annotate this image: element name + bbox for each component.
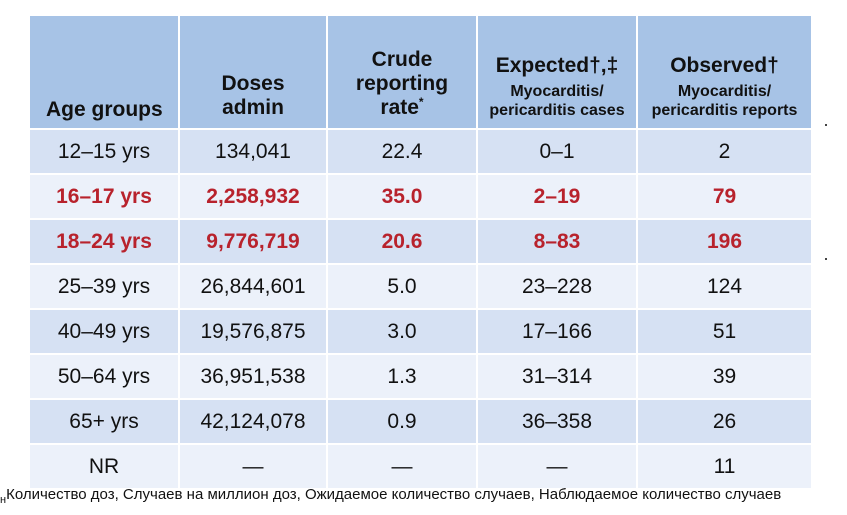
cell-expected-cases: — <box>476 443 638 490</box>
cell-observed-reports: 39 <box>636 353 813 400</box>
asterisk-superscript: * <box>418 95 424 109</box>
cell-expected-cases: 0–1 <box>476 128 638 175</box>
cell-crude-rate: 1.3 <box>326 353 478 400</box>
cell-expected-cases: 8–83 <box>476 218 638 265</box>
cell-age-group: 16–17 yrs <box>28 173 180 220</box>
table-row: 16–17 yrs 2,258,932 35.0 2–19 79 <box>28 173 813 220</box>
cell-expected-cases: 36–358 <box>476 398 638 445</box>
cell-crude-rate: 0.9 <box>326 398 478 445</box>
cell-expected-cases: 31–314 <box>476 353 638 400</box>
cell-age-group: 50–64 yrs <box>28 353 180 400</box>
header-expected-cases: Expected†,‡ Myocarditis/ pericarditis ca… <box>476 14 638 130</box>
cell-observed-reports: 2 <box>636 128 813 175</box>
table-row: 18–24 yrs 9,776,719 20.6 8–83 196 <box>28 218 813 265</box>
cell-crude-rate: 20.6 <box>326 218 478 265</box>
cell-age-group: 40–49 yrs <box>28 308 180 355</box>
cell-observed-reports: 79 <box>636 173 813 220</box>
cell-crude-rate: 22.4 <box>326 128 478 175</box>
cell-doses-admin: 42,124,078 <box>178 398 328 445</box>
table-row: 25–39 yrs 26,844,601 5.0 23–228 124 <box>28 263 813 310</box>
header-age-groups: Age groups <box>28 14 180 130</box>
cell-crude-rate: 35.0 <box>326 173 478 220</box>
myocarditis-table: Age groups Doses admin Crude reporting r… <box>28 14 813 490</box>
cell-expected-cases: 2–19 <box>476 173 638 220</box>
cell-age-group: 18–24 yrs <box>28 218 180 265</box>
cell-observed-reports: 51 <box>636 308 813 355</box>
cell-age-group: 65+ yrs <box>28 398 180 445</box>
table-row: 65+ yrs 42,124,078 0.9 36–358 26 <box>28 398 813 445</box>
header-crude-reporting-rate: Crude reporting rate* <box>326 14 478 130</box>
table-header-row: Age groups Doses admin Crude reporting r… <box>28 14 813 130</box>
cell-doses-admin: 26,844,601 <box>178 263 328 310</box>
cell-age-group: 25–39 yrs <box>28 263 180 310</box>
cell-doses-admin: — <box>178 443 328 490</box>
cell-observed-reports: 196 <box>636 218 813 265</box>
header-doses-admin: Doses admin <box>178 14 328 130</box>
edge-tick-mark <box>825 258 827 260</box>
edge-tick-mark <box>825 124 827 126</box>
cell-doses-admin: 19,576,875 <box>178 308 328 355</box>
cell-crude-rate: — <box>326 443 478 490</box>
cell-doses-admin: 36,951,538 <box>178 353 328 400</box>
cell-doses-admin: 2,258,932 <box>178 173 328 220</box>
cell-age-group: 12–15 yrs <box>28 128 180 175</box>
cell-crude-rate: 5.0 <box>326 263 478 310</box>
myocarditis-table-container: Age groups Doses admin Crude reporting r… <box>28 14 813 490</box>
cell-crude-rate: 3.0 <box>326 308 478 355</box>
cell-doses-admin: 9,776,719 <box>178 218 328 265</box>
cell-doses-admin: 134,041 <box>178 128 328 175</box>
cell-expected-cases: 17–166 <box>476 308 638 355</box>
table-row: 40–49 yrs 19,576,875 3.0 17–166 51 <box>28 308 813 355</box>
cell-observed-reports: 26 <box>636 398 813 445</box>
table-row: 50–64 yrs 36,951,538 1.3 31–314 39 <box>28 353 813 400</box>
cell-expected-cases: 23–228 <box>476 263 638 310</box>
cell-observed-reports: 11 <box>636 443 813 490</box>
table-row: 12–15 yrs 134,041 22.4 0–1 2 <box>28 128 813 175</box>
table-row: NR — — —11 <box>28 443 813 490</box>
cell-age-group: NR <box>28 443 180 490</box>
cell-observed-reports: 124 <box>636 263 813 310</box>
footer-caption: нКоличество доз, Случаев на миллион доз,… <box>0 486 782 506</box>
header-observed-reports: Observed† Myocarditis/ pericarditis repo… <box>636 14 813 130</box>
